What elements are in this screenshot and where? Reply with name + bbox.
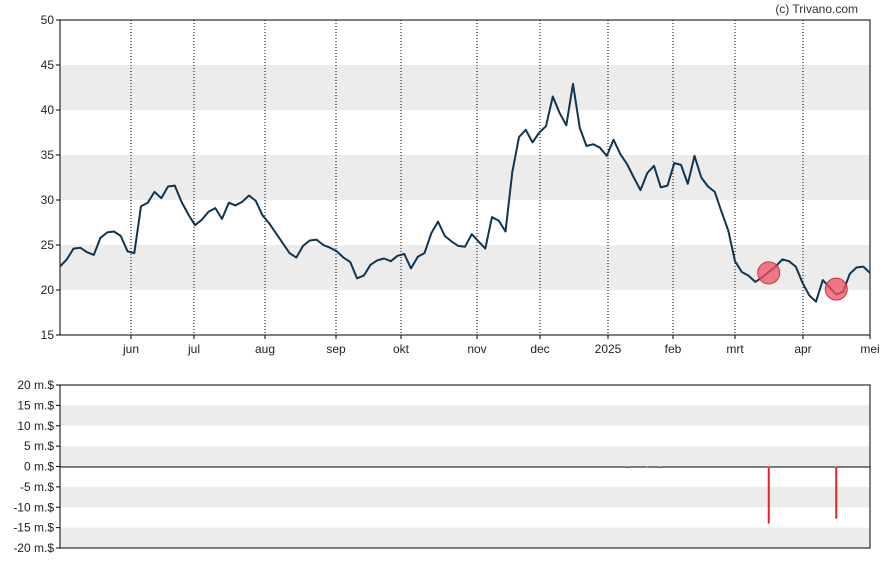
price-x-tick-label: dec [530,342,549,356]
price-y-axis: 15 20 25 30 35 40 45 50 [41,13,60,342]
volume-band [60,527,870,548]
event-marker [757,261,781,285]
price-y-tick-label: 15 [41,328,55,342]
event-markers [757,261,848,301]
price-x-tick-label: feb [665,342,682,356]
volume-bars [626,466,838,524]
price-x-tick-label: apr [794,342,811,356]
volume-y-tick-label: 15 m.$ [17,398,54,412]
volume-y-tick-label: -20 m.$ [13,541,54,555]
volume-band [60,446,870,467]
volume-y-tick-label: 10 m.$ [17,419,54,433]
price-x-tick-label: 2025 [595,342,622,356]
volume-y-tick-label: -5 m.$ [20,480,54,494]
price-x-tick-label: mrt [726,342,744,356]
volume-y-tick-label: 5 m.$ [24,439,54,453]
price-y-tick-label: 30 [41,193,55,207]
price-y-tick-label: 40 [41,103,55,117]
price-y-tick-label: 20 [41,283,55,297]
volume-y-tick-label: -15 m.$ [13,521,54,535]
volume-chart: 20 m.$ 15 m.$ 10 m.$ 5 m.$ 0 m.$ -5 m.$ -10 m.… [13,378,871,555]
price-x-axis: jun jul aug sep okt nov dec 2025 feb mrt apr mei [122,335,880,356]
price-line [59,82,871,303]
price-band [60,155,870,200]
volume-grid-bands [60,405,870,548]
price-x-tick-label: aug [255,342,275,356]
price-x-tick-label: sep [326,342,346,356]
volume-band [60,486,870,508]
price-band [60,65,870,110]
volume-y-tick-label: -10 m.$ [13,500,54,514]
price-x-tick-label: okt [393,342,410,356]
price-x-tick-label: jul [187,342,200,356]
volume-band [60,405,870,426]
price-y-tick-label: 50 [41,13,55,27]
price-plot-frame [59,19,871,336]
price-band [60,245,870,290]
price-x-tick-label: nov [467,342,486,356]
price-x-tick-label: jun [122,342,139,356]
copyright-label: (c) Trivano.com [775,2,858,16]
price-x-tick-label: mei [860,342,879,356]
price-y-tick-label: 45 [41,58,55,72]
price-grid-bands [60,65,870,290]
volume-y-axis: 20 m.$ 15 m.$ 10 m.$ 5 m.$ 0 m.$ -5 m.$ -10 m.… [13,378,60,555]
volume-y-tick-label: 0 m.$ [24,460,54,474]
price-y-tick-label: 35 [41,148,55,162]
event-marker [824,277,848,301]
volume-y-tick-label: 20 m.$ [17,378,54,392]
price-y-tick-label: 25 [41,238,55,252]
